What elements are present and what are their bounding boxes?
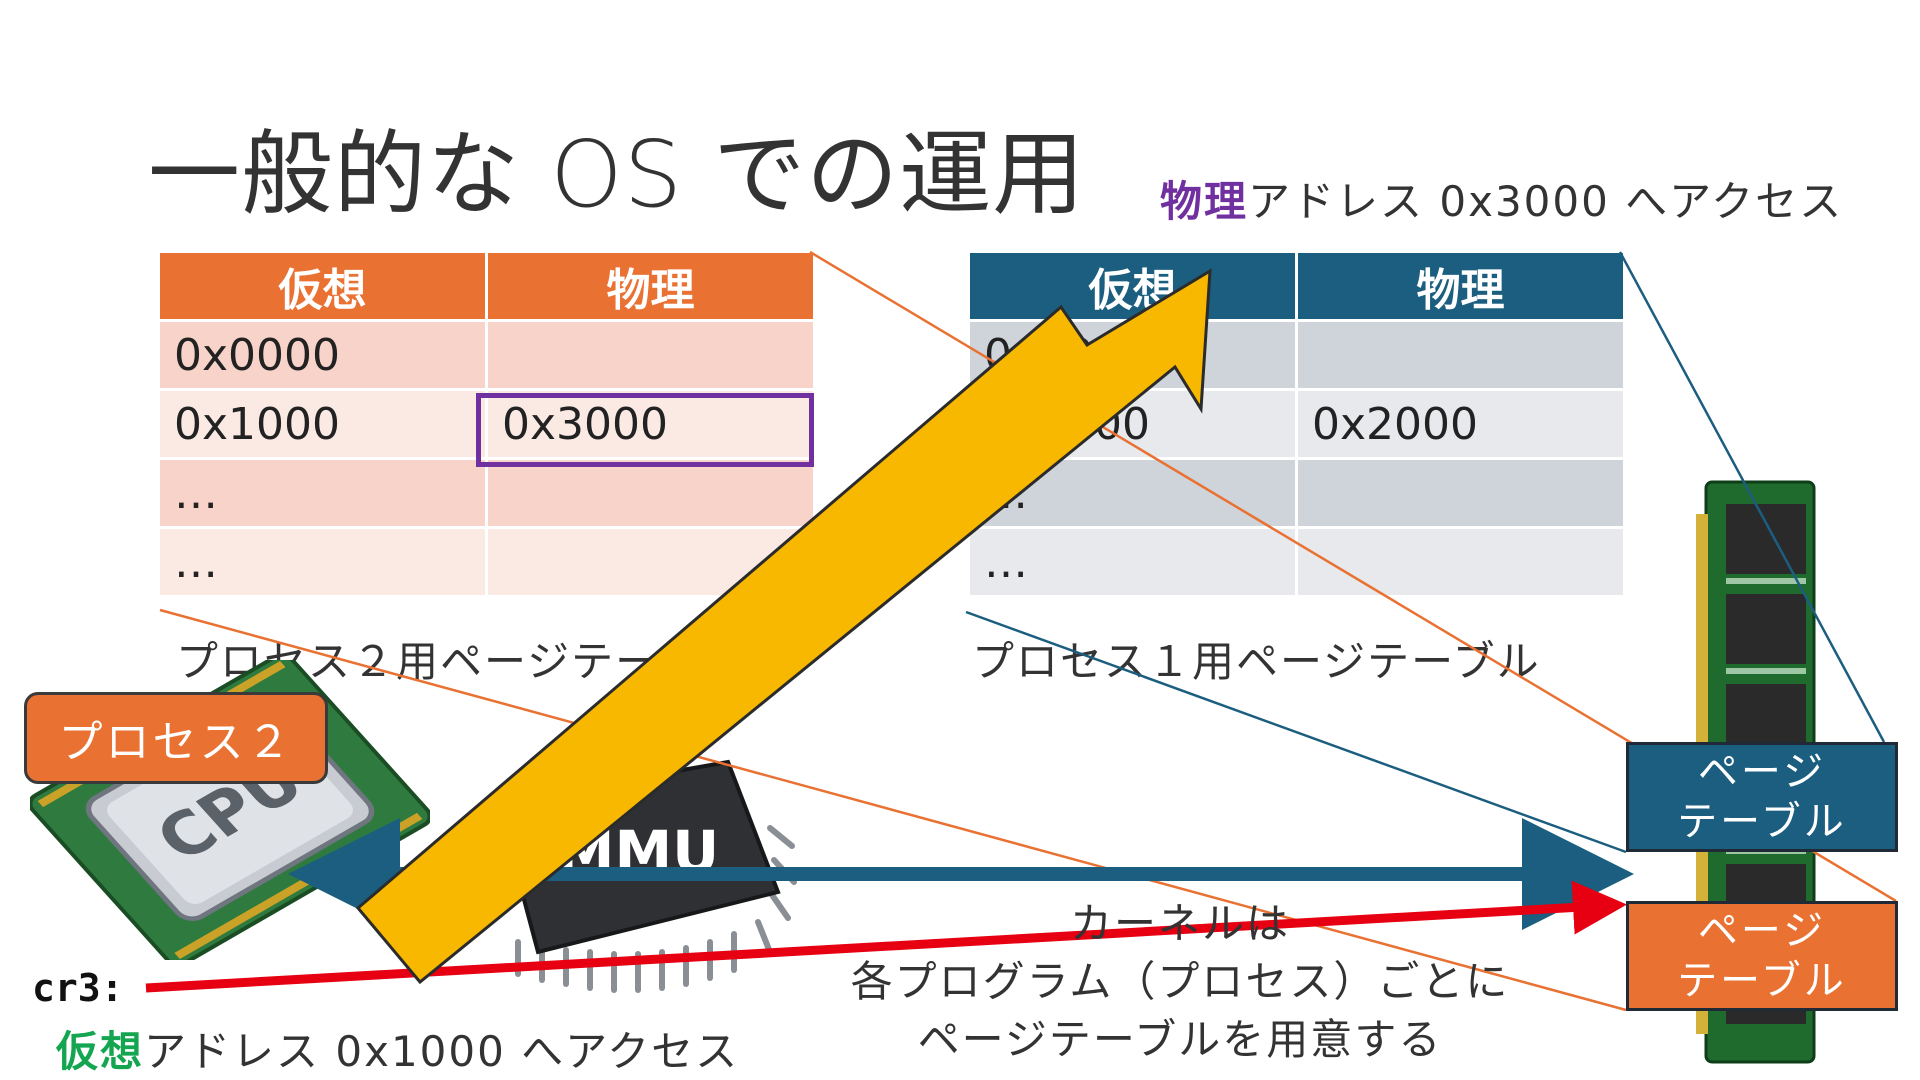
kernel-note-line: カーネルは xyxy=(1069,899,1290,948)
ram-badge-line: テーブル xyxy=(1677,799,1847,845)
physical-highlight: 物理 xyxy=(1160,177,1249,226)
table-cell xyxy=(1295,526,1626,598)
table-cell: 0x0000 xyxy=(157,319,488,391)
table-cell: 0x3000 xyxy=(485,388,816,460)
physical-access-text: アドレス 0x3000 へアクセス xyxy=(1248,177,1844,226)
table-cell: … xyxy=(967,526,1298,598)
table-row: … xyxy=(157,457,816,529)
table-cell: 0x1000 xyxy=(157,388,488,460)
kernel-note-line: ページテーブルを用意する xyxy=(917,1014,1443,1064)
table-row: 0x0000 xyxy=(157,319,816,391)
table-cell: 0x2000 xyxy=(1295,388,1626,460)
translation-arrow xyxy=(355,268,1212,985)
slide-title: 一般的な OS での運用 xyxy=(148,121,1086,228)
connector-line xyxy=(159,608,1627,1012)
table-cell: … xyxy=(157,526,488,598)
table-cell xyxy=(485,457,816,529)
cr3-pointer-arrow xyxy=(145,880,1627,993)
ram-page-table-process2: ページ テーブル xyxy=(1626,901,1898,1011)
ram-badge-line: ページ xyxy=(1697,749,1827,795)
table-header-row: 仮想 物理 xyxy=(967,250,1626,322)
physical-access-heading: 物理アドレス 0x3000 へアクセス xyxy=(1160,168,1843,229)
virtual-access-text: アドレス 0x1000 へアクセス xyxy=(144,1027,740,1076)
column-header-virtual: 仮想 xyxy=(967,250,1298,322)
table-row: … xyxy=(967,526,1626,598)
virtual-access-line: 仮想アドレス 0x1000 へアクセス xyxy=(56,1018,739,1079)
table-cell xyxy=(485,319,816,391)
virtual-highlight: 仮想 xyxy=(56,1027,145,1076)
process2-badge: プロセス２ xyxy=(24,692,328,784)
physical-entry-highlight-box xyxy=(476,393,814,467)
table-header-row: 仮想 物理 xyxy=(157,250,816,322)
column-header-virtual: 仮想 xyxy=(157,250,488,322)
connector-line xyxy=(965,610,1627,854)
table-row: 0x1000 0x3000 xyxy=(157,388,816,460)
connector-line xyxy=(1618,251,1886,743)
table-cell xyxy=(1295,457,1626,529)
ram-page-table-process1: ページ テーブル xyxy=(1626,742,1898,852)
table-cell: … xyxy=(157,457,488,529)
column-header-physical: 物理 xyxy=(485,250,816,322)
cr3-register-label: cr3: xyxy=(32,966,124,1010)
kernel-note: カーネルは 各プログラム（プロセス）ごとに ページテーブルを用意する xyxy=(780,895,1580,1069)
page-table-process1-caption: プロセス１用ページテーブル xyxy=(972,637,1541,686)
table-cell xyxy=(1295,319,1626,391)
table-row: … xyxy=(967,457,1626,529)
column-header-physical: 物理 xyxy=(1295,250,1626,322)
kernel-note-line: 各プログラム（プロセス）ごとに xyxy=(850,956,1510,1006)
ram-badge-line: ページ xyxy=(1697,908,1827,954)
ram-badge-line: テーブル xyxy=(1677,958,1847,1004)
